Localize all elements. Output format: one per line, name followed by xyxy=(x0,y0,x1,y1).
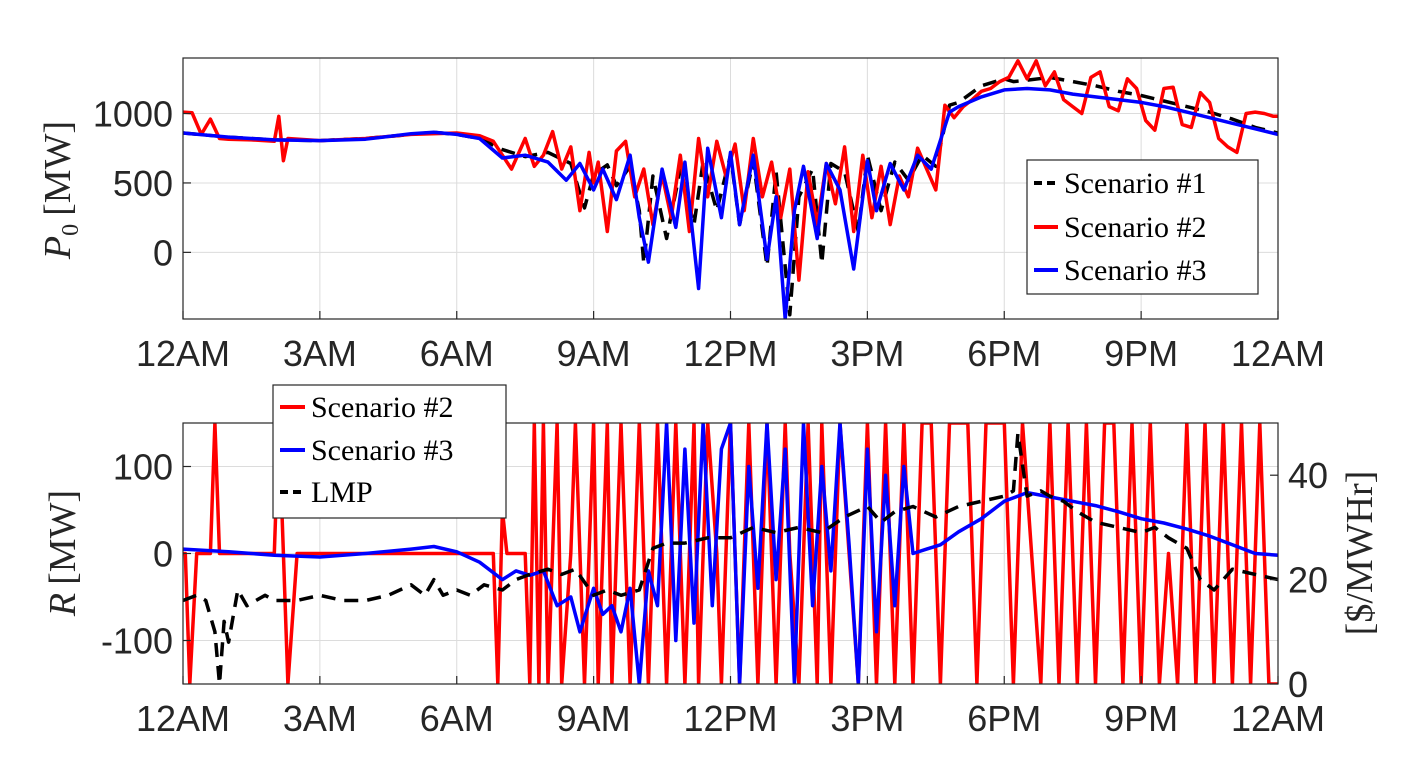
legend-label-b-scenario-2: Scenario #2 xyxy=(311,391,453,424)
bottom-legend-box xyxy=(272,384,507,519)
x-tick-label: 12AM xyxy=(136,333,230,374)
bottom-y-axis-right: 0 20 40 xyxy=(1270,455,1328,705)
x-tick-label: 3PM xyxy=(830,333,904,374)
top-chart: 12AM 3AM 6AM 9AM 12PM 3PM 6PM 9PM 12AM 05001000 … xyxy=(37,57,1325,374)
top-legend: Scenario #1 Scenario #2 Scenario #3 xyxy=(1026,159,1259,295)
x-tick-label: 12PM xyxy=(683,698,777,739)
right-y-tick-label: 0 xyxy=(1288,664,1308,705)
x-tick-label: 6PM xyxy=(967,333,1041,374)
top-y-axis: 0 500 1000 xyxy=(93,94,191,273)
right-y-tick-label: 40 xyxy=(1288,455,1328,496)
y-tick-label: 1000 xyxy=(93,94,173,135)
bottom-y-axis-label: R[MW] xyxy=(42,490,84,617)
legend-label-b-scenario-3: Scenario #3 xyxy=(311,434,453,467)
legend-label-scenario-2: Scenario #2 xyxy=(1064,211,1206,244)
bottom-y-axis-left: -100 0 100 xyxy=(101,447,191,662)
bottom-right-y-axis-label: [$/MWHr] xyxy=(1339,471,1381,636)
x-tick-label: 6AM xyxy=(420,333,494,374)
bottom-series xyxy=(183,423,1278,684)
x-tick-label: 12AM xyxy=(1231,698,1325,739)
series-line-lmp xyxy=(183,431,1278,684)
top-y-axis-label: P0[MW] xyxy=(37,121,84,260)
series-line-scenario-3 xyxy=(183,86,1278,319)
y-tick-label: 0 xyxy=(153,232,173,273)
y-tick-label: 500 xyxy=(113,163,173,204)
top-legend-box xyxy=(1026,159,1259,295)
x-tick-label: 6AM xyxy=(420,698,494,739)
x-tick-label: 3AM xyxy=(283,333,357,374)
x-tick-label: 9AM xyxy=(557,333,631,374)
y-tick-label: 100 xyxy=(113,447,173,488)
bottom-chart: 12AM 3AM 6AM 9AM 12PM 3PM 6PM 9PM 12AM -1000100 … xyxy=(42,384,1381,739)
right-y-tick-label: 20 xyxy=(1288,560,1328,601)
x-tick-label: 9PM xyxy=(1104,333,1178,374)
x-tick-label: 12AM xyxy=(1231,333,1325,374)
x-tick-label: 6PM xyxy=(967,698,1041,739)
bottom-x-axis: 12AM 3AM 6AM 9AM 12PM 3PM 6PM 9PM 12AM xyxy=(136,676,1325,739)
x-tick-label: 12AM xyxy=(136,698,230,739)
legend-label-scenario-3: Scenario #3 xyxy=(1064,254,1206,287)
top-x-axis: 12AM 3AM 6AM 9AM 12PM 3PM 6PM 9PM 12AM xyxy=(136,311,1325,374)
x-tick-label: 3PM xyxy=(830,698,904,739)
bottom-legend: Scenario #2 Scenario #3 LMP xyxy=(272,384,507,519)
legend-label-lmp: LMP xyxy=(311,476,373,509)
y-tick-label: 0 xyxy=(153,534,173,575)
x-tick-label: 3AM xyxy=(283,698,357,739)
x-tick-label: 9PM xyxy=(1104,698,1178,739)
y-tick-label: -100 xyxy=(101,621,173,662)
x-tick-label: 12PM xyxy=(683,333,777,374)
top-series xyxy=(183,59,1278,319)
legend-label-scenario-1: Scenario #1 xyxy=(1064,167,1206,200)
x-tick-label: 9AM xyxy=(557,698,631,739)
series-line-scenario-2 xyxy=(183,423,1278,684)
series-line-scenario-3 xyxy=(183,423,1278,684)
